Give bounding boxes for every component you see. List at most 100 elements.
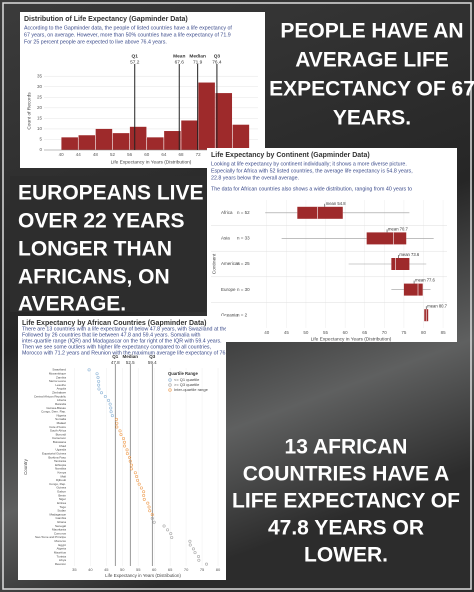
chart-title: Life Expectancy by African Countries (Ga… <box>22 320 207 327</box>
country-label: Sudan <box>57 509 66 513</box>
dot <box>122 444 126 448</box>
country-label: Chad <box>59 444 67 448</box>
country-label: Djibouti <box>56 478 66 482</box>
dot <box>96 376 100 380</box>
dot <box>148 509 152 513</box>
dot <box>136 478 140 482</box>
x-tick-label: 55 <box>136 567 141 572</box>
legend-swatch <box>168 378 172 382</box>
marker-label: Median <box>122 354 138 359</box>
callout-line: EUROPEANS LIVE <box>18 182 204 205</box>
country-label: Eritrea <box>57 501 66 505</box>
x-tick-label: 48 <box>93 152 99 157</box>
y-tick-label: 35 <box>37 73 43 78</box>
y-tick-label: 30 <box>37 84 43 89</box>
country-label: Madagascar <box>49 512 66 516</box>
dot <box>97 379 101 383</box>
country-label: Niger <box>59 497 66 501</box>
country-label: Tanzania <box>54 459 66 463</box>
dot <box>125 452 129 456</box>
dot <box>130 467 134 471</box>
legend-swatch <box>168 383 172 387</box>
dot <box>125 448 129 452</box>
marker-value: 52.5 <box>126 360 135 365</box>
country-label: Central African Republic <box>34 394 67 398</box>
country-label: Uganda <box>55 448 66 452</box>
dot <box>97 387 101 391</box>
note: 22.8 years below the overall average. <box>211 175 299 181</box>
n-label: n = 30 <box>237 287 250 292</box>
marker-label: Median <box>189 53 206 59</box>
dot <box>205 562 209 566</box>
note: According to the Gapminder data, the peo… <box>24 25 232 31</box>
country-label: Liberia <box>57 398 66 402</box>
legend-swatch <box>168 388 172 392</box>
country-label: Namibia <box>55 467 66 471</box>
country-label: Sierra Leone <box>49 379 67 383</box>
category-label: Oceania <box>221 312 238 317</box>
dot <box>107 398 111 402</box>
dotplot-panel: Life Expectancy by African Countries (Ga… <box>18 316 246 580</box>
category-label: Europe <box>221 287 236 292</box>
marker-value: 57.2 <box>130 59 140 65</box>
country-label: Gambia <box>55 516 66 520</box>
x-tick-label: 60 <box>343 330 349 335</box>
dot <box>122 436 126 440</box>
x-tick-label: 40 <box>59 152 65 157</box>
bar <box>95 128 113 150</box>
dot <box>128 455 132 459</box>
country-label: Kenya <box>57 471 66 475</box>
country-label: Somalia <box>55 417 66 421</box>
country-label: Cameroon <box>52 436 66 440</box>
x-axis-label: Life Expectancy in Years (Distribution) <box>111 159 192 165</box>
note: 67 years, on average. However, more than… <box>24 32 231 38</box>
dot <box>130 463 134 467</box>
x-tick-label: 56 <box>127 152 133 157</box>
mean-label: mean 73.6 <box>399 252 419 257</box>
callout-line: EXPECTANCY OF 67 <box>269 78 474 101</box>
n-label: n = 33 <box>237 236 250 241</box>
callout-line: LOWER. <box>304 544 388 567</box>
country-label: Togo <box>59 505 66 509</box>
dot <box>115 425 119 429</box>
note: There are 13 countries with a life expec… <box>22 326 246 332</box>
x-tick-label: 85 <box>441 330 447 335</box>
country-label: Comoros <box>54 531 67 535</box>
dot <box>135 475 139 479</box>
bar <box>147 137 164 150</box>
country-label: Equatorial Guinea <box>42 451 66 455</box>
country-label: Reunion <box>55 562 67 566</box>
y-axis-label: Count of Records <box>26 92 32 130</box>
box <box>366 232 407 245</box>
category-label: Asia <box>221 236 230 241</box>
callout-line: LONGER THAN <box>18 238 172 261</box>
category-label: Americas <box>221 261 241 266</box>
callout-2: EUROPEANS LIVE OVER 22 YEARS LONGER THAN… <box>18 182 204 316</box>
country-label: Zimbabwe <box>52 391 66 395</box>
box <box>391 258 410 270</box>
callout-line: AFRICANS, ON <box>18 266 170 289</box>
country-label: Morocco <box>54 539 66 543</box>
dot <box>142 490 146 494</box>
y-axis-label: Country <box>23 458 28 475</box>
note: Especially for Africa with 52 listed cou… <box>211 168 413 174</box>
country-label: Ghana <box>57 520 66 524</box>
x-tick-label: 70 <box>184 567 189 572</box>
bar <box>78 135 96 150</box>
bar <box>112 133 130 150</box>
dot <box>97 383 101 387</box>
callout-bg <box>10 176 206 312</box>
marker-value: 76.4 <box>212 59 222 65</box>
legend-title: Quartile Range <box>168 371 198 376</box>
x-tick-label: 64 <box>161 152 167 157</box>
legend-label: >= Q3 quartile <box>174 382 200 387</box>
bar <box>129 126 147 150</box>
x-tick-label: 45 <box>284 330 290 335</box>
legend-label: Inter-quartile range <box>174 387 209 392</box>
x-tick-label: 55 <box>323 330 329 335</box>
y-tick-label: 20 <box>37 105 43 110</box>
boxplot-panel: Life Expectancy by Continent (Gapminder … <box>207 148 457 342</box>
dot <box>122 440 126 444</box>
country-label: Swaziland <box>52 368 66 372</box>
country-label: Lesotho <box>55 383 66 387</box>
